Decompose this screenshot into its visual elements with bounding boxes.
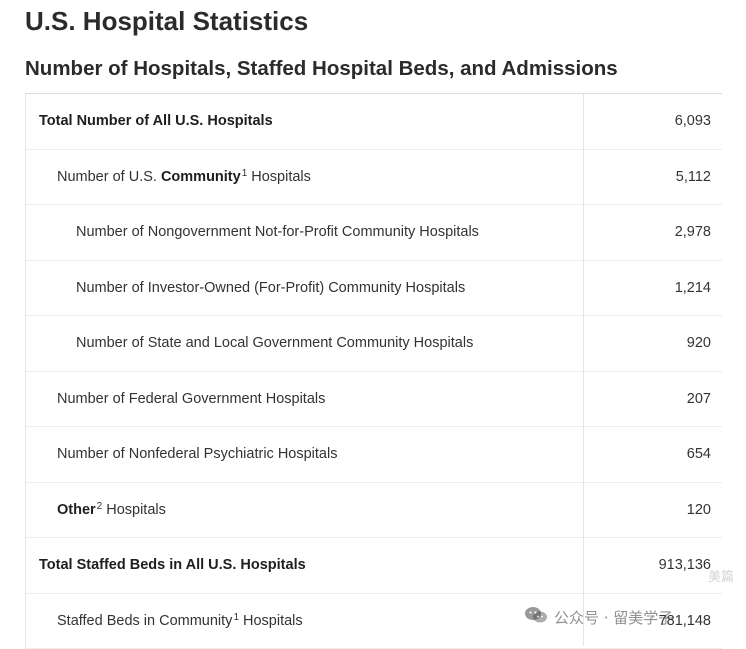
table-row: Number of Investor-Owned (For-Profit) Co… [26, 261, 722, 317]
row-label-emphasis: Other [57, 502, 96, 518]
row-value: 920 [687, 316, 711, 371]
footnote-marker: 1 [242, 168, 248, 179]
row-value: 6,093 [675, 94, 711, 149]
watermark-bottom: 公众号 · 留美学子 [524, 606, 673, 628]
row-value: 207 [687, 372, 711, 427]
row-label-text: Number of U.S. [57, 169, 161, 185]
row-value: 120 [687, 483, 711, 538]
table-row: Number of Federal Government Hospitals 2… [26, 372, 722, 428]
row-label-text: Hospitals [106, 502, 166, 518]
watermark-top: 美篇 [708, 566, 734, 585]
row-label: Total Staffed Beds in All U.S. Hospitals [39, 538, 306, 593]
table-row: Number of Nongovernment Not-for-Profit C… [26, 205, 722, 261]
watermark-top-text: 美篇 [708, 566, 734, 585]
row-value: 2,978 [675, 205, 711, 260]
column-divider [583, 94, 584, 646]
table-row: Total Number of All U.S. Hospitals 6,093 [26, 94, 722, 150]
section-title: Number of Hospitals, Staffed Hospital Be… [25, 57, 618, 81]
row-label: Total Number of All U.S. Hospitals [39, 94, 273, 149]
row-label-text: Staffed Beds in Community [57, 613, 232, 629]
row-label-text: Hospitals [243, 613, 303, 629]
footnote-marker: 2 [97, 501, 103, 512]
watermark-bottom-text: 公众号 · 留美学子 [554, 607, 673, 628]
row-label: Number of Investor-Owned (For-Profit) Co… [76, 261, 465, 316]
row-value: 1,214 [675, 261, 711, 316]
hospital-stats-table: Total Number of All U.S. Hospitals 6,093… [25, 93, 722, 649]
row-label: Number of Nonfederal Psychiatric Hospita… [57, 427, 337, 482]
table-row: Number of State and Local Government Com… [26, 316, 722, 372]
footnote-marker: 1 [233, 612, 239, 623]
table-row: Number of Nonfederal Psychiatric Hospita… [26, 427, 722, 483]
row-label-emphasis: Community [161, 169, 241, 185]
row-value: 5,112 [676, 150, 711, 205]
row-value: 913,136 [659, 538, 711, 593]
page-title: U.S. Hospital Statistics [25, 6, 308, 37]
row-label: Number of State and Local Government Com… [76, 316, 473, 371]
wechat-icon [524, 606, 548, 628]
row-value: 654 [687, 427, 711, 482]
row-label: Number of Nongovernment Not-for-Profit C… [76, 205, 479, 260]
row-label: Number of Federal Government Hospitals [57, 372, 325, 427]
table-row: Total Staffed Beds in All U.S. Hospitals… [26, 538, 722, 594]
row-label-text: Hospitals [251, 169, 311, 185]
